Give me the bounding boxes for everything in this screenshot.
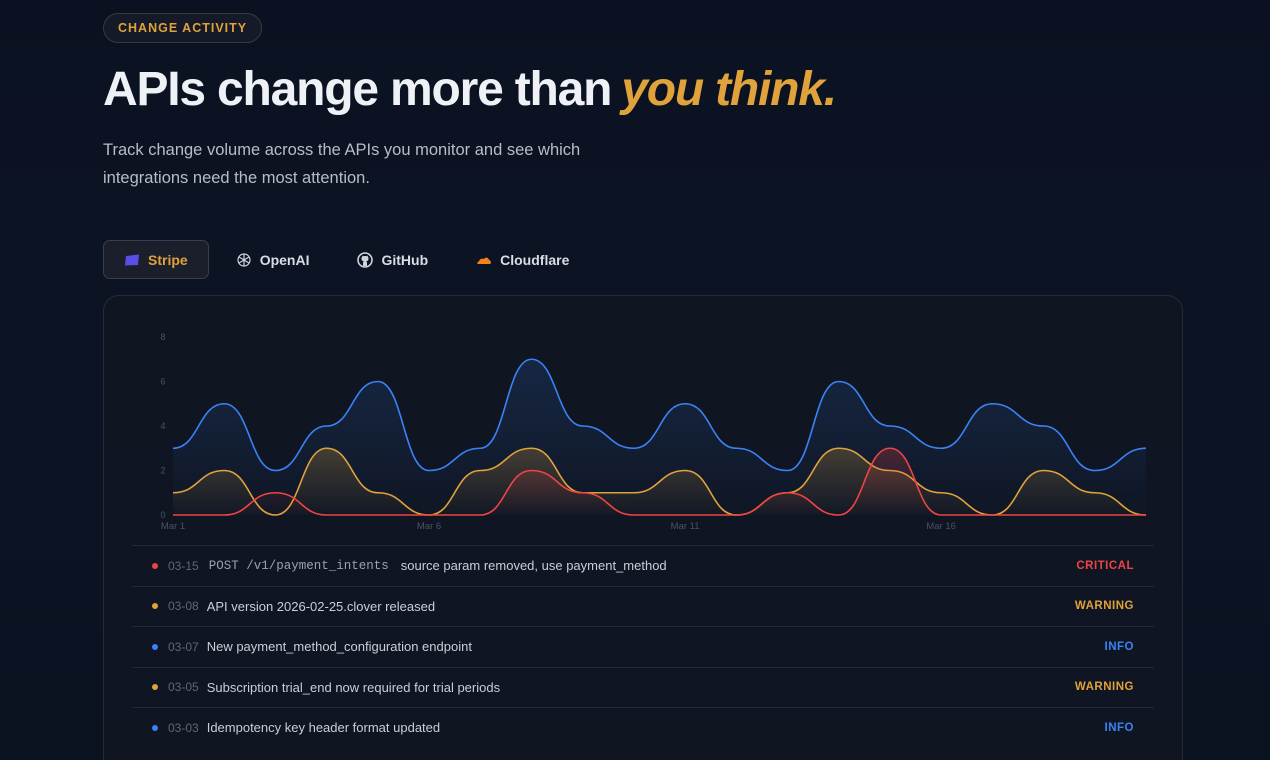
y-tick-label: 8 <box>160 332 165 342</box>
section-badge: CHANGE ACTIVITY <box>103 13 263 43</box>
event-date: 03-07 <box>168 639 199 654</box>
activity-card: 0 2 4 6 8 Mar 1 Mar 6 Mar 11 Mar 16 03-15 POST /v… <box>103 295 1183 760</box>
severity-label: INFO <box>1104 721 1134 734</box>
x-tick-label: Mar 16 <box>926 521 956 532</box>
tab-label: OpenAI <box>259 251 310 268</box>
severity-label: INFO <box>1104 640 1134 653</box>
y-tick-label: 4 <box>160 421 165 431</box>
tab-stripe[interactable]: Stripe <box>103 240 209 279</box>
severity-dot <box>152 684 158 691</box>
event-row[interactable]: 03-07 New payment_method_configuration en… <box>132 626 1154 667</box>
event-description: Idempotency key header format updated <box>206 720 441 736</box>
event-list: 03-15 POST /v1/payment_intents source para… <box>132 545 1154 748</box>
y-tick-label: 2 <box>160 466 165 476</box>
severity-dot <box>152 724 158 731</box>
tab-label: GitHub <box>381 251 429 268</box>
x-tick-label: Mar 1 <box>161 521 185 532</box>
tab-openai[interactable]: OpenAI <box>215 240 331 279</box>
y-tick-label: 6 <box>160 377 165 387</box>
event-row[interactable]: 03-03 Idempotency key header format updat… <box>132 707 1154 748</box>
page-title: APIs change more than you think. <box>103 62 837 117</box>
event-row[interactable]: 03-05 Subscription trial_end now required… <box>132 666 1154 708</box>
severity-label: WARNING <box>1074 681 1134 694</box>
github-icon <box>357 251 374 268</box>
headline-main: APIs change more than <box>103 63 612 116</box>
series-line <box>172 447 1147 516</box>
x-tick-label: Mar 11 <box>671 521 700 532</box>
tab-cloudflare[interactable]: Cloudflare <box>455 240 590 279</box>
stripe-icon <box>125 254 139 265</box>
event-description: API version 2026-02-25.clover released <box>206 598 436 614</box>
page-subtitle: Track change volume across the APIs you … <box>103 141 581 187</box>
headline-accent: you think. <box>621 63 837 116</box>
tab-github[interactable]: GitHub <box>336 240 449 279</box>
event-row[interactable]: 03-08 API version 2026-02-25.clover relea… <box>132 585 1154 627</box>
severity-dot <box>152 643 158 650</box>
openai-icon <box>237 252 251 267</box>
series-area <box>173 448 1146 515</box>
event-date: 03-03 <box>168 720 199 735</box>
event-endpoint: POST /v1/payment_intents <box>208 558 389 573</box>
api-tabs: Stripe OpenAI GitHub Cloudflare <box>103 240 590 279</box>
series-line <box>172 447 1146 516</box>
tab-label: Cloudflare <box>500 251 570 268</box>
y-tick-label: 0 <box>160 510 165 520</box>
event-description: New payment_method_configuration endpoin… <box>206 639 472 655</box>
x-tick-label: Mar 6 <box>417 521 441 532</box>
event-date: 03-15 <box>168 558 199 573</box>
cloudflare-icon <box>477 257 491 264</box>
event-row[interactable]: 03-15 POST /v1/payment_intents source para… <box>132 545 1154 586</box>
series-line <box>172 358 1147 472</box>
event-description: source param removed, use payment_method <box>400 558 667 574</box>
severity-dot <box>152 603 158 610</box>
change-volume-chart: 0 2 4 6 8 Mar 1 Mar 6 Mar 11 Mar 16 <box>160 332 1147 532</box>
severity-dot <box>152 562 158 569</box>
severity-label: WARNING <box>1074 600 1134 613</box>
tab-label: Stripe <box>148 251 188 268</box>
event-description: Subscription trial_end now required for … <box>206 679 501 695</box>
event-date: 03-08 <box>168 599 199 614</box>
severity-label: CRITICAL <box>1076 559 1134 572</box>
event-date: 03-05 <box>168 680 199 695</box>
